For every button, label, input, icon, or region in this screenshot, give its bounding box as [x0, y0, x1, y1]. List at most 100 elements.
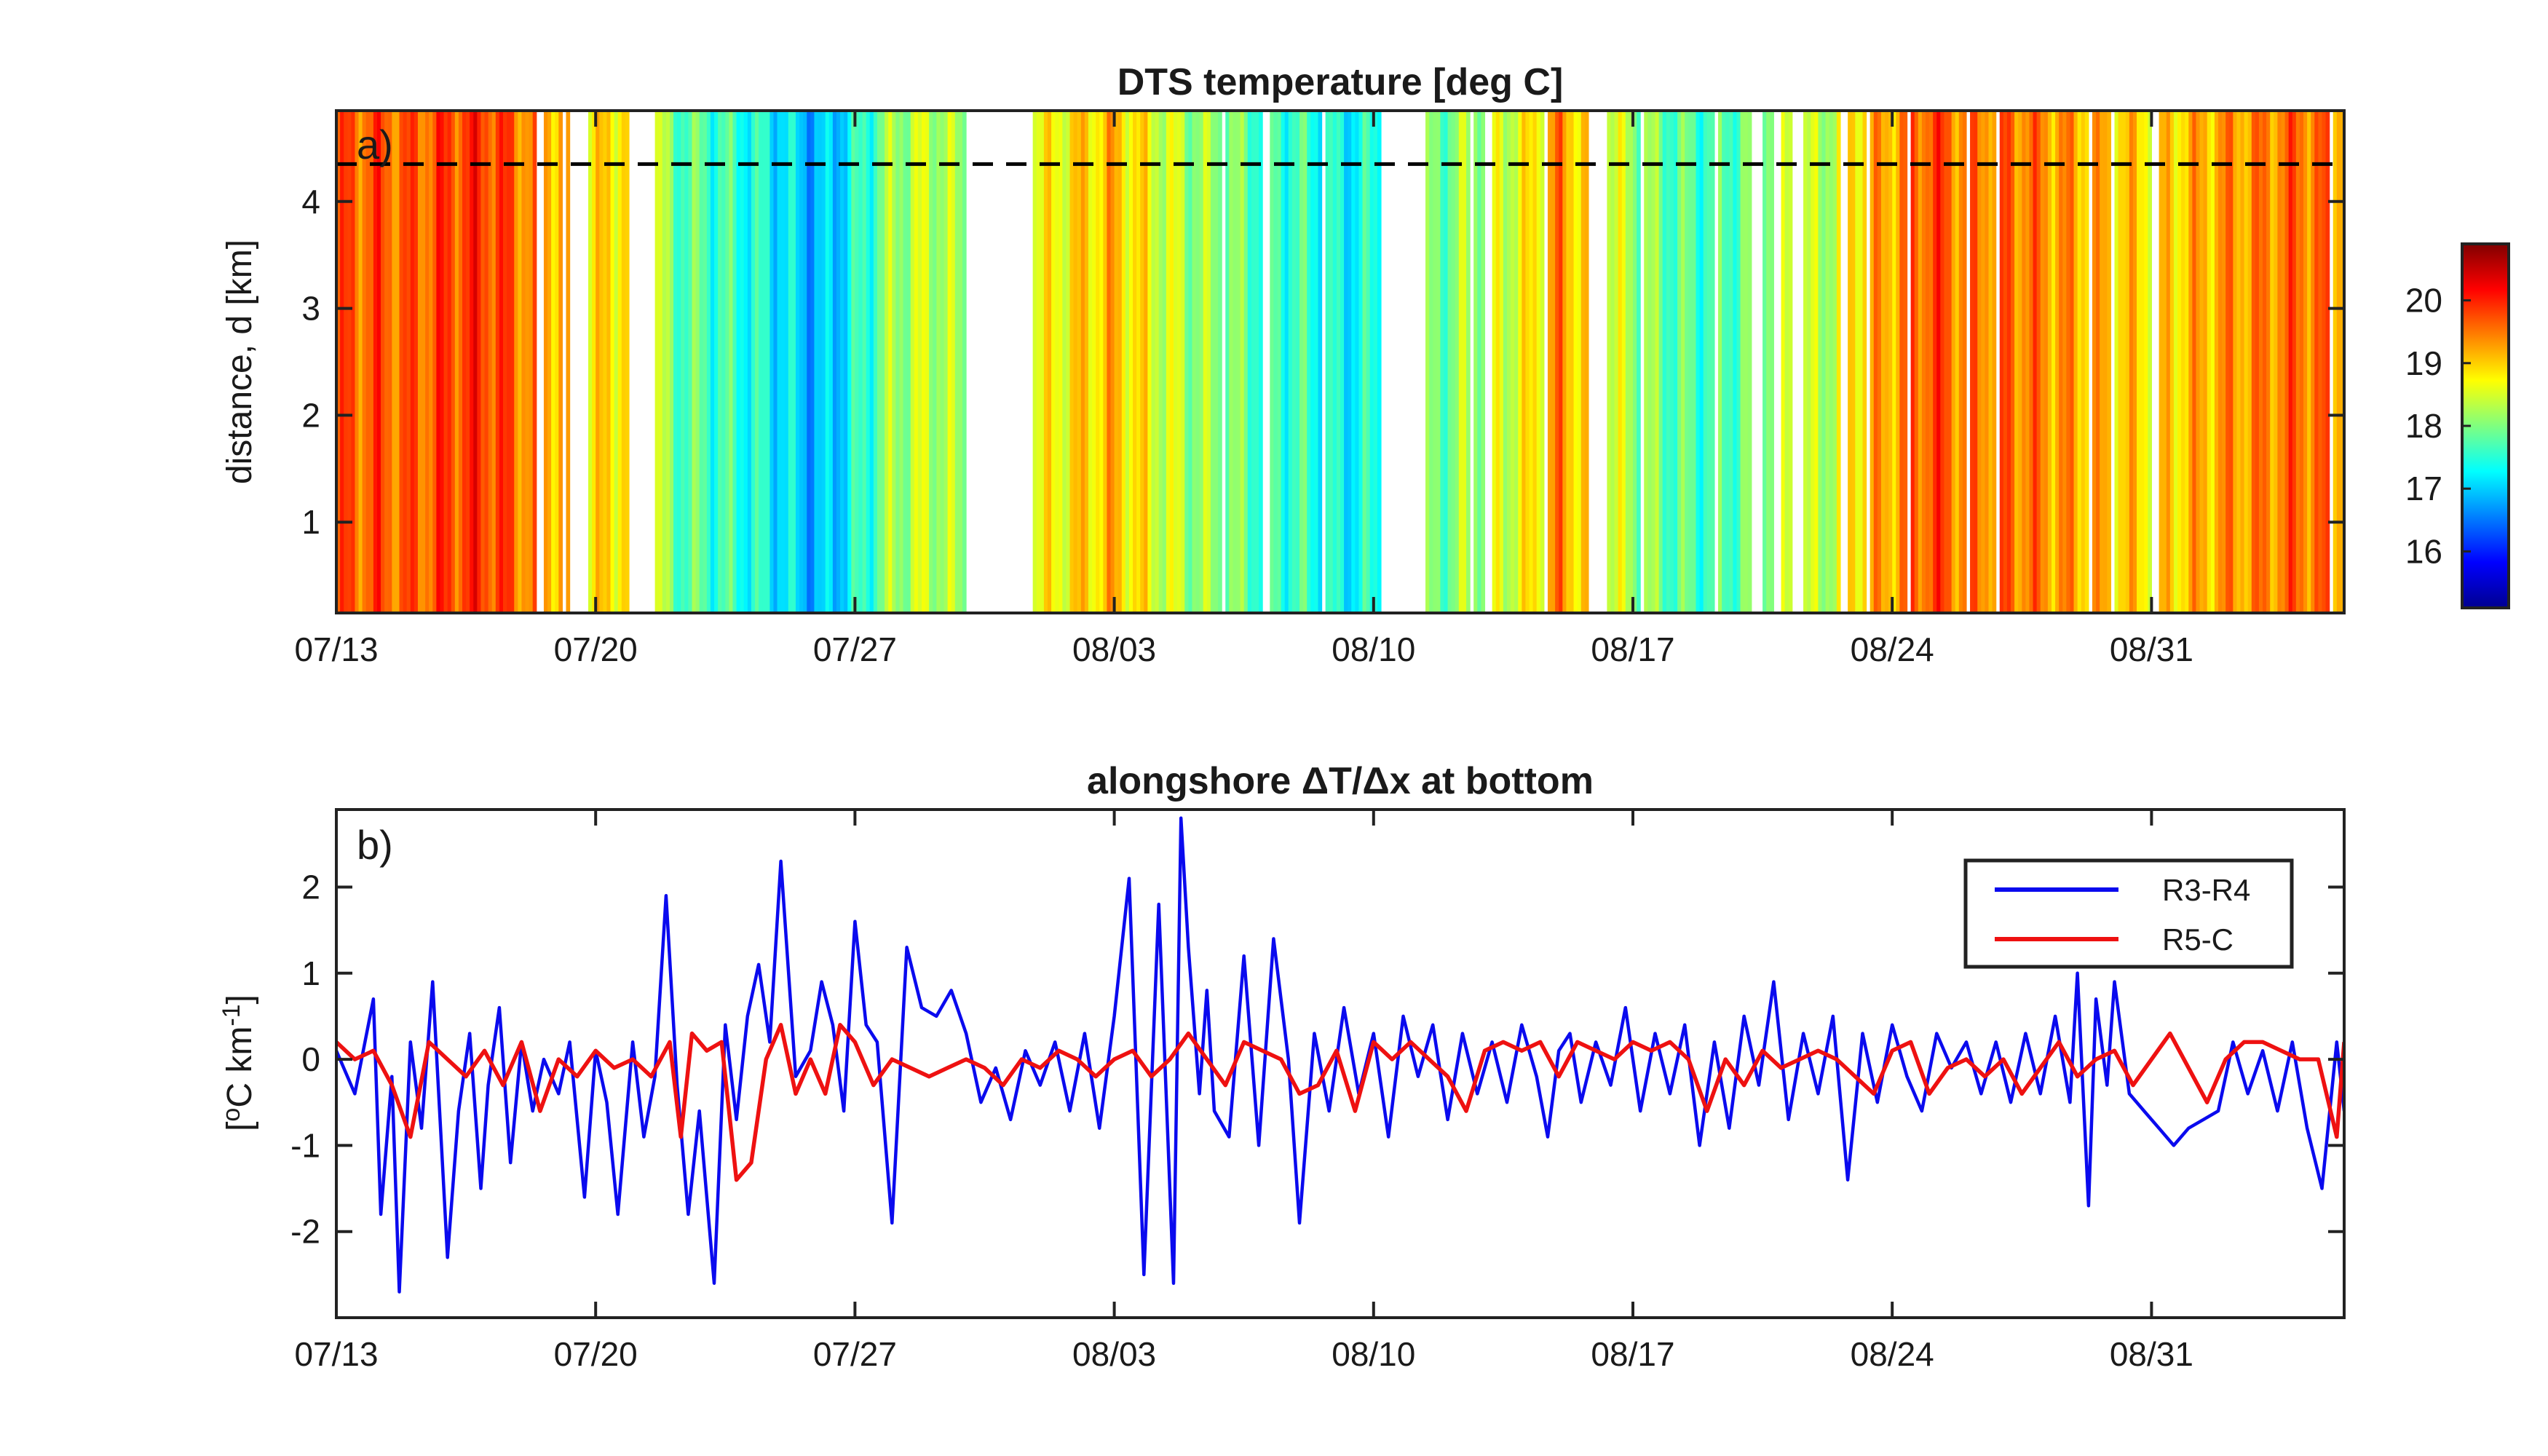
heatmap-column	[1162, 111, 1167, 613]
heatmap-column	[369, 111, 374, 613]
panel-b-ylabel: [oC km-1]	[218, 994, 259, 1131]
heatmap-column	[2192, 111, 2197, 613]
colorbar-tick-label: 20	[2405, 282, 2442, 320]
heatmap-column	[2303, 111, 2308, 613]
y-tick-label: 2	[301, 396, 320, 434]
heatmap-column	[480, 111, 486, 613]
x-tick-label: 08/24	[1851, 630, 1934, 668]
heatmap-column	[1685, 111, 1689, 613]
heatmap-column	[2169, 111, 2175, 613]
heatmap-column	[832, 111, 837, 613]
heatmap-column	[2203, 111, 2208, 613]
heatmap-column	[2125, 111, 2130, 613]
heatmap-column	[1481, 111, 1486, 613]
heatmap-column	[885, 111, 889, 613]
heatmap-column	[1577, 111, 1582, 613]
heatmap-column	[1099, 111, 1104, 613]
heatmap-column	[495, 111, 500, 613]
heatmap-column	[2129, 111, 2134, 613]
heatmap-column	[384, 111, 389, 613]
heatmap-segment	[566, 111, 571, 613]
heatmap-column	[2274, 111, 2279, 613]
heatmap-segment	[1325, 111, 1382, 613]
heatmap-column	[1899, 111, 1904, 613]
heatmap-column	[1436, 111, 1441, 613]
heatmap-column	[673, 111, 678, 613]
heatmap-column	[1762, 111, 1767, 613]
heatmap-column	[344, 111, 348, 613]
heatmap-column	[1114, 111, 1119, 613]
panel-b-axes-box	[335, 808, 2346, 1319]
heatmap-column	[1518, 111, 1522, 613]
heatmap-column	[1048, 111, 1052, 613]
heatmap-column	[2066, 111, 2071, 613]
heatmap-column	[2011, 111, 2015, 613]
heatmap-column	[395, 111, 400, 613]
heatmap-column	[1225, 111, 1230, 613]
heatmap-column	[1043, 111, 1048, 613]
heatmap-column	[440, 111, 445, 613]
heatmap-column	[807, 111, 811, 613]
heatmap-column	[1718, 111, 1722, 613]
heatmap-segment	[1848, 111, 1867, 613]
legend-label-r5-c: R5-C	[2162, 922, 2234, 957]
heatmap-column	[1618, 111, 1623, 613]
heatmap-column	[1462, 111, 1467, 613]
heatmap-column	[1303, 111, 1307, 613]
heatmap-column	[1740, 111, 1745, 613]
heatmap-column	[1955, 111, 1960, 613]
x-tick-label: 07/13	[294, 630, 378, 668]
heatmap-segment	[336, 111, 537, 613]
heatmap-column	[721, 111, 726, 613]
heatmap-column	[1288, 111, 1293, 613]
heatmap-column	[688, 111, 693, 613]
heatmap-column	[365, 111, 371, 613]
heatmap-column	[2270, 111, 2274, 613]
heatmap-column	[477, 111, 482, 613]
heatmap-column	[1829, 111, 1834, 613]
heatmap-column	[1529, 111, 1534, 613]
heatmap-column	[388, 111, 392, 613]
heatmap-column	[2307, 111, 2311, 613]
heatmap-column	[1573, 111, 1578, 613]
heatmap-column	[2140, 111, 2145, 613]
heatmap-column	[795, 111, 800, 613]
heatmap-segment	[2333, 111, 2344, 613]
heatmap-column	[662, 111, 667, 613]
heatmap-column	[1247, 111, 1252, 613]
heatmap-segment	[1473, 111, 1486, 613]
heatmap-column	[2247, 111, 2252, 613]
heatmap-column	[2173, 111, 2178, 613]
heatmap-column	[1770, 111, 1774, 613]
heatmap-column	[1096, 111, 1100, 613]
heatmap-column	[1355, 111, 1360, 613]
heatmap-column	[592, 111, 596, 613]
heatmap-column	[914, 111, 919, 613]
heatmap-column	[2318, 111, 2323, 613]
heatmap-column	[1277, 111, 1282, 613]
heatmap-column	[2107, 111, 2112, 613]
heatmap-column	[1873, 111, 1878, 613]
heatmap-segment	[588, 111, 630, 613]
heatmap-column	[888, 111, 893, 613]
heatmap-column	[1243, 111, 1249, 613]
heatmap-column	[1892, 111, 1896, 613]
heatmap-column	[2222, 111, 2226, 613]
heatmap-column	[1092, 111, 1096, 613]
heatmap-column	[1059, 111, 1063, 613]
heatmap-column	[2292, 111, 2297, 613]
heatmap-segment	[1970, 111, 1997, 613]
heatmap-column	[558, 111, 563, 613]
heatmap-column	[2199, 111, 2204, 613]
heatmap-column	[1495, 111, 1500, 613]
heatmap-column	[1473, 111, 1478, 613]
heatmap-column	[2022, 111, 2026, 613]
heatmap-column	[2052, 111, 2056, 613]
heatmap-column	[2084, 111, 2089, 613]
heatmap-column	[866, 111, 871, 613]
heatmap-column	[1706, 111, 1712, 613]
heatmap-column	[1729, 111, 1733, 613]
heatmap-column	[1203, 111, 1208, 613]
heatmap-column	[2018, 111, 2022, 613]
heatmap-column	[596, 111, 600, 613]
